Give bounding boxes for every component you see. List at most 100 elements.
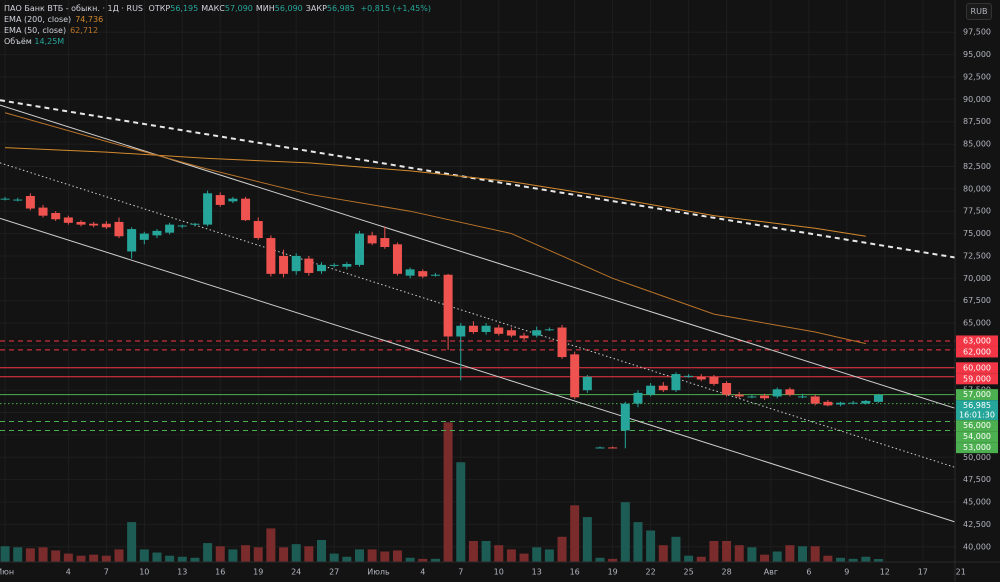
volume-name: Объём (4, 37, 32, 46)
candle-body (253, 221, 263, 239)
candle-body (671, 374, 681, 391)
candle-body (772, 389, 782, 397)
candle-body (633, 392, 643, 404)
candle-body (468, 325, 478, 333)
x-tick-label: 17 (918, 568, 928, 577)
volume-bar (506, 549, 516, 562)
x-tick-label: 16 (215, 568, 225, 577)
field-value: 56,090 (274, 4, 303, 13)
y-tick-label: 70,000 (963, 274, 991, 283)
x-tick-label: Июн (0, 568, 14, 577)
candle-body (304, 258, 314, 273)
price-tag-label: 63,000 (963, 336, 991, 345)
x-tick-label: 27 (329, 568, 339, 577)
candle-body (481, 325, 491, 333)
candle-body (139, 233, 149, 240)
candle-body (595, 447, 605, 449)
y-tick-label: 87,500 (963, 117, 991, 126)
candle-body (367, 235, 377, 244)
price-pane (0, 99, 955, 523)
candle-body (165, 224, 175, 233)
x-tick-label: Авг (764, 568, 778, 577)
candle-body (203, 193, 213, 225)
ohlc-fields: ОТКР56,195 МАКС57,090 МИН56,090 ЗАКР56,985 (146, 4, 355, 13)
price-tag (956, 431, 998, 443)
y-tick-label: 80,000 (963, 184, 991, 193)
candle-body (51, 212, 61, 220)
candle-body (519, 335, 529, 339)
candle-body (810, 396, 820, 404)
candle-body (823, 401, 833, 406)
volume-bar (51, 550, 61, 562)
price-tag (956, 389, 998, 401)
currency-button[interactable]: RUB (966, 3, 992, 20)
candle-body (25, 195, 35, 209)
price-tag-label: 54,000 (963, 432, 991, 441)
volume-bar (823, 555, 833, 562)
price-tag (956, 400, 998, 421)
volume-bar (203, 543, 213, 562)
volume-bar (101, 555, 111, 562)
candle-body (760, 395, 770, 399)
price-tag-label: 53,000 (963, 443, 991, 452)
ema-line (4, 112, 866, 345)
price-tag-label: 60,000 (963, 363, 991, 372)
y-tick-label: 40,000 (963, 542, 991, 551)
volume-bar (317, 539, 327, 562)
indicator-rows: EMA (200, close) 74,736 EMA (50, close) 62,… (4, 14, 431, 36)
volume-bar (861, 556, 871, 562)
x-tick-label: Июль (367, 568, 390, 577)
indicator-row: EMA (200, close) 74,736 (4, 14, 431, 25)
field-value: 56,985 (326, 4, 355, 13)
candle-body (836, 402, 846, 405)
candle-body (392, 244, 402, 274)
candle-body (38, 207, 48, 216)
y-tick-label: 75,000 (963, 229, 991, 238)
volume-bar (760, 554, 770, 562)
candle-body (0, 198, 10, 200)
y-tick-label: 72,500 (963, 251, 991, 260)
candle-body (279, 255, 289, 274)
y-tick-label: 90,000 (963, 95, 991, 104)
candle-body (456, 325, 466, 337)
volume-bar (114, 549, 124, 562)
candle-body (342, 263, 352, 267)
candle-body (709, 376, 719, 384)
volume-bar (392, 550, 402, 562)
candle-body (861, 400, 871, 404)
volume-bar (304, 546, 314, 562)
symbol: ПАО Банк ВТБ - обыкн. · 1Д · RUS (4, 4, 143, 13)
field-name: МИН (255, 4, 275, 13)
y-tick-label: 82,500 (963, 162, 991, 171)
trend-line (0, 217, 955, 523)
candle-body (734, 394, 744, 397)
y-tick-label: 85,000 (963, 140, 991, 149)
volume-bar (329, 553, 339, 562)
volume-bar (684, 555, 694, 562)
y-tick-label: 42,500 (963, 520, 991, 529)
y-tick-label: 67,500 (963, 296, 991, 305)
volume-bar (557, 536, 567, 562)
candle-body (722, 383, 732, 395)
volume-bar (722, 541, 732, 562)
volume-bar (139, 549, 149, 562)
volume-bar (772, 551, 782, 562)
axes: 40,00042,50045,00047,50050,00052,50055,0… (0, 28, 998, 577)
candle-body (557, 327, 567, 358)
candle-body (696, 376, 706, 380)
volume-bar (785, 545, 795, 562)
x-tick-label: 12 (880, 568, 890, 577)
candle-body (658, 385, 668, 391)
y-tick-label: 92,500 (963, 72, 991, 81)
volume-bar (519, 553, 529, 562)
candle-body (329, 264, 339, 266)
volume-bar (152, 552, 162, 562)
candle-body (215, 195, 225, 205)
x-tick-label: 7 (458, 568, 463, 577)
indicator-name: EMA (200, close) (4, 15, 72, 24)
indicator-row: EMA (50, close) 62,712 (4, 25, 431, 36)
x-tick-label: 4 (420, 568, 425, 577)
candle-body (873, 394, 883, 402)
